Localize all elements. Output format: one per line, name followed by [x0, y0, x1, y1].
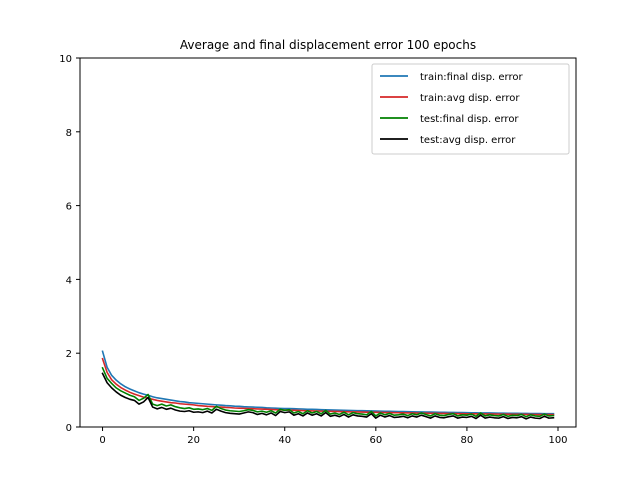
x-tick-label: 80 — [461, 435, 474, 446]
legend-label-2: test:final disp. error — [420, 114, 519, 125]
series-line-3 — [101, 372, 555, 420]
series-layer — [101, 350, 555, 420]
y-tick-label: 2 — [66, 349, 72, 360]
legend-label-3: test:avg disp. error — [420, 135, 516, 146]
plot-area-frame — [79, 57, 577, 428]
chart-title: Average and final displacement error 100… — [180, 38, 476, 52]
y-tick-label: 0 — [66, 423, 72, 434]
legend-label-0: train:final disp. error — [420, 72, 524, 83]
legend: train:final disp. error train:avg disp. e… — [371, 63, 570, 155]
x-tick-label: 20 — [187, 435, 200, 446]
axes-layer: 0 20 40 60 80 100 0 2 4 6 8 10 — [59, 54, 567, 446]
y-tick-label: 8 — [66, 128, 72, 139]
x-tick-label: 40 — [278, 435, 291, 446]
x-tick-label: 100 — [548, 435, 567, 446]
y-tick-label: 4 — [66, 275, 72, 286]
x-tick-label: 60 — [369, 435, 382, 446]
y-tick-label: 6 — [66, 202, 72, 213]
x-tick-label: 0 — [99, 435, 105, 446]
y-tick-label: 10 — [59, 54, 72, 65]
legend-box — [371, 63, 570, 155]
series-line-0 — [101, 350, 555, 415]
series-line-2 — [101, 366, 555, 418]
legend-label-1: train:avg disp. error — [420, 93, 520, 104]
